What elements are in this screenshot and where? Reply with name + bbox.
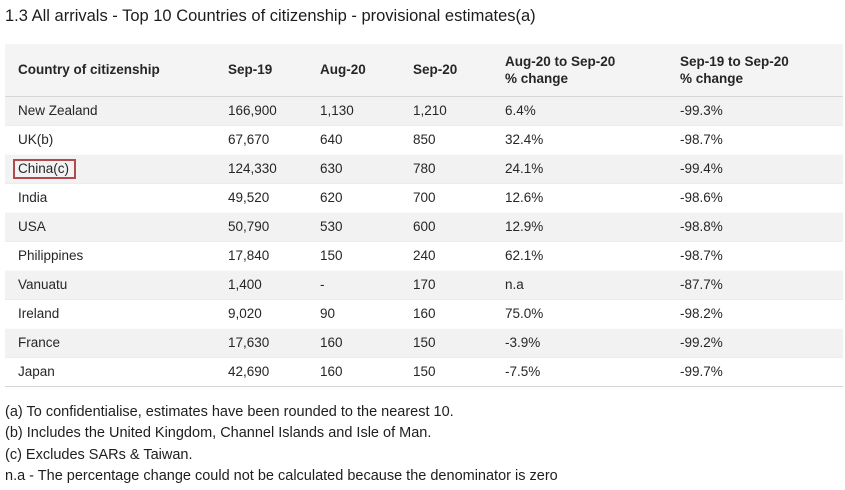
- footnote-na: n.a - The percentage change could not be…: [5, 468, 558, 484]
- cell-country: Japan: [5, 356, 215, 387]
- cell-country: USA: [5, 211, 215, 241]
- cell-sep20: 700: [400, 182, 492, 212]
- column-header-aug20-to-sep20: Aug-20 to Sep-20 % change: [492, 44, 667, 97]
- cell-country: Philippines: [5, 240, 215, 270]
- table-row-usa: USA 50,790 530 600 12.9% -98.8%: [5, 211, 843, 241]
- cell-sep19: 42,690: [215, 356, 307, 387]
- cell-aug20-to-sep20-change: -3.9%: [492, 327, 667, 357]
- cell-aug20-to-sep20-change: n.a: [492, 269, 667, 299]
- table-row-vanuatu: Vanuatu 1,400 - 170 n.a -87.7%: [5, 269, 843, 299]
- cell-aug20: 530: [307, 211, 400, 241]
- cell-aug20: -: [307, 269, 400, 299]
- cell-sep19: 49,520: [215, 182, 307, 212]
- cell-aug20-to-sep20-change: 32.4%: [492, 124, 667, 154]
- column-header-aug20: Aug-20: [307, 44, 400, 97]
- cell-aug20: 150: [307, 240, 400, 270]
- cell-country: UK(b): [5, 124, 215, 154]
- cell-sep19: 124,330: [215, 153, 307, 183]
- cell-sep19: 17,840: [215, 240, 307, 270]
- table-row-uk: UK(b) 67,670 640 850 32.4% -98.7%: [5, 124, 843, 154]
- cell-sep19: 17,630: [215, 327, 307, 357]
- cell-aug20: 160: [307, 327, 400, 357]
- cell-sep19: 9,020: [215, 298, 307, 328]
- column-header-sep19: Sep-19: [215, 44, 307, 97]
- cell-sep19-to-sep20-change: -98.2%: [667, 298, 843, 328]
- cell-country: Ireland: [5, 298, 215, 328]
- footnotes: (a) To confidentialise, estimates have b…: [5, 402, 845, 488]
- column-header-sep20: Sep-20: [400, 44, 492, 97]
- cell-sep20: 150: [400, 327, 492, 357]
- cell-country: China(c): [5, 153, 215, 183]
- arrivals-table: Country of citizenship Sep-19 Aug-20 Sep…: [5, 44, 843, 387]
- table-row-new-zealand: New Zealand 166,900 1,130 1,210 6.4% -99…: [5, 95, 843, 125]
- table-header-row: Country of citizenship Sep-19 Aug-20 Sep…: [5, 44, 843, 97]
- cell-aug20: 620: [307, 182, 400, 212]
- cell-country: India: [5, 182, 215, 212]
- table-row-india: India 49,520 620 700 12.6% -98.6%: [5, 182, 843, 212]
- page-title: 1.3 All arrivals - Top 10 Countries of c…: [5, 7, 536, 25]
- cell-sep20: 600: [400, 211, 492, 241]
- column-header-sep19-to-sep20: Sep-19 to Sep-20 % change: [667, 44, 843, 97]
- cell-sep19-to-sep20-change: -98.7%: [667, 124, 843, 154]
- cell-sep19-to-sep20-change: -98.6%: [667, 182, 843, 212]
- cell-sep19: 67,670: [215, 124, 307, 154]
- footnote-b: (b) Includes the United Kingdom, Channel…: [5, 425, 432, 441]
- cell-aug20-to-sep20-change: 12.6%: [492, 182, 667, 212]
- cell-sep19-to-sep20-change: -87.7%: [667, 269, 843, 299]
- cell-aug20-to-sep20-change: -7.5%: [492, 356, 667, 387]
- cell-aug20-to-sep20-change: 12.9%: [492, 211, 667, 241]
- cell-aug20-to-sep20-change: 6.4%: [492, 95, 667, 125]
- cell-aug20: 1,130: [307, 95, 400, 125]
- annotation-highlight-box: China(c): [13, 158, 77, 179]
- cell-aug20-to-sep20-change: 75.0%: [492, 298, 667, 328]
- cell-aug20-to-sep20-change: 24.1%: [492, 153, 667, 183]
- cell-sep20: 160: [400, 298, 492, 328]
- cell-sep20: 780: [400, 153, 492, 183]
- table-row-japan: Japan 42,690 160 150 -7.5% -99.7%: [5, 356, 843, 387]
- cell-aug20: 630: [307, 153, 400, 183]
- cell-aug20: 160: [307, 356, 400, 387]
- table-row-china: China(c) 124,330 630 780 24.1% -99.4%: [5, 153, 843, 183]
- cell-sep19-to-sep20-change: -99.3%: [667, 95, 843, 125]
- table-row-philippines: Philippines 17,840 150 240 62.1% -98.7%: [5, 240, 843, 270]
- cell-sep20: 240: [400, 240, 492, 270]
- cell-aug20: 640: [307, 124, 400, 154]
- cell-sep19-to-sep20-change: -99.4%: [667, 153, 843, 183]
- cell-sep19-to-sep20-change: -99.2%: [667, 327, 843, 357]
- cell-country: Vanuatu: [5, 269, 215, 299]
- cell-sep20: 850: [400, 124, 492, 154]
- cell-country: France: [5, 327, 215, 357]
- cell-country-label: China(c): [18, 160, 70, 176]
- cell-sep19-to-sep20-change: -99.7%: [667, 356, 843, 387]
- cell-sep19: 1,400: [215, 269, 307, 299]
- cell-sep19-to-sep20-change: -98.8%: [667, 211, 843, 241]
- cell-sep20: 1,210: [400, 95, 492, 125]
- cell-sep20: 150: [400, 356, 492, 387]
- cell-sep19: 166,900: [215, 95, 307, 125]
- cell-country: New Zealand: [5, 95, 215, 125]
- cell-sep19-to-sep20-change: -98.7%: [667, 240, 843, 270]
- cell-aug20-to-sep20-change: 62.1%: [492, 240, 667, 270]
- cell-aug20: 90: [307, 298, 400, 328]
- footnote-a: (a) To confidentialise, estimates have b…: [5, 403, 454, 420]
- table-row-france: France 17,630 160 150 -3.9% -99.2%: [5, 327, 843, 357]
- column-header-country: Country of citizenship: [5, 44, 215, 97]
- table-row-ireland: Ireland 9,020 90 160 75.0% -98.2%: [5, 298, 843, 328]
- footnote-c: (c) Excludes SARs & Taiwan.: [5, 446, 193, 463]
- cell-sep20: 170: [400, 269, 492, 299]
- cell-sep19: 50,790: [215, 211, 307, 241]
